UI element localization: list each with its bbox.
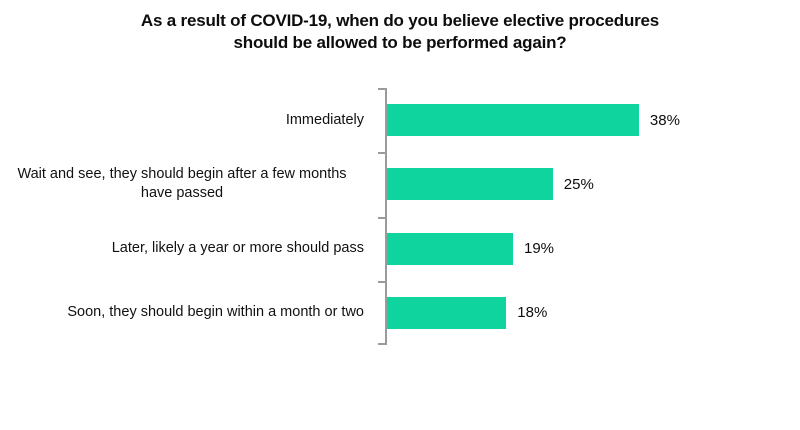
- chart-title-line-2: should be allowed to be performed again?: [233, 33, 567, 52]
- chart-title-line-1: As a result of COVID-19, when do you bel…: [140, 11, 660, 30]
- bar: [387, 232, 513, 265]
- y-axis-tick: [378, 217, 385, 219]
- value-label: 25%: [563, 175, 594, 193]
- y-axis-line: [385, 88, 387, 345]
- category-label: Later, likely a year or more should pass: [111, 240, 364, 257]
- bar: [387, 104, 639, 137]
- bar-row: Soon, they should begin within a month o…: [0, 281, 800, 345]
- bar-row: Immediately 38%: [0, 88, 800, 152]
- y-axis-tick: [378, 281, 385, 283]
- bar: [387, 168, 553, 201]
- bar: [387, 296, 507, 329]
- y-axis-tick: [378, 88, 385, 90]
- bar-chart-plot-area: Immediately 38% Wait and see, they should …: [0, 88, 800, 345]
- bar-row: Later, likely a year or more should pass…: [0, 217, 800, 281]
- chart-title: As a result of COVID-19, when do you bel…: [0, 10, 800, 54]
- y-axis-tick: [378, 343, 385, 345]
- bar-area: 25%: [375, 168, 800, 201]
- bar-rows: Immediately 38% Wait and see, they should …: [0, 88, 800, 345]
- category-label: Soon, they should begin within a month o…: [67, 304, 364, 321]
- y-axis-tick: [378, 152, 385, 154]
- bar-row: Wait and see, they should begin after a …: [0, 152, 800, 216]
- value-label: 38%: [649, 111, 680, 129]
- category-label: Immediately: [285, 111, 364, 128]
- value-label: 18%: [517, 304, 548, 322]
- bar-area: 38%: [375, 104, 800, 137]
- bar-area: 19%: [375, 232, 800, 265]
- bar-area: 18%: [375, 296, 800, 329]
- category-label: Wait and see, they should begin after a …: [17, 166, 347, 202]
- value-label: 19%: [524, 240, 555, 258]
